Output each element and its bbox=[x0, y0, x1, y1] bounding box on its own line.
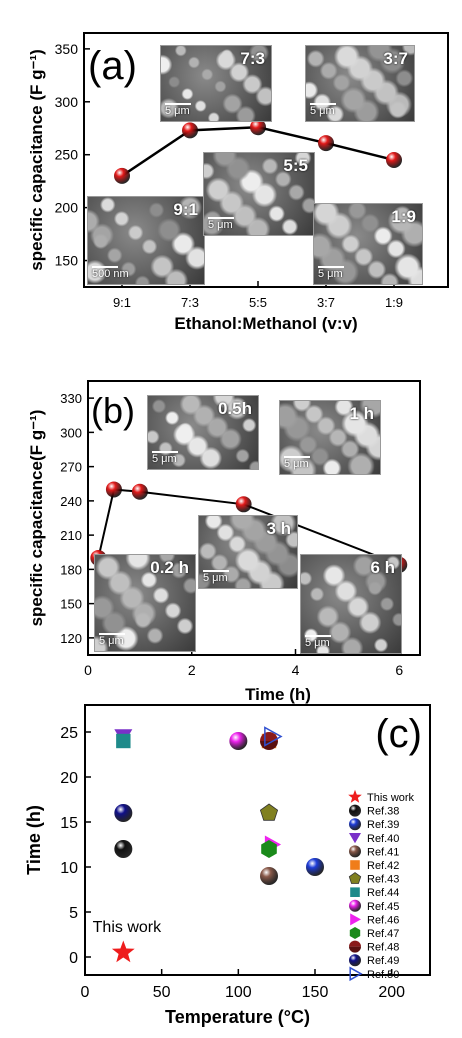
legend-entry-label: Ref.39 bbox=[367, 819, 399, 831]
legend-entry-label: Ref.42 bbox=[367, 860, 399, 872]
panel-b-axes-frame bbox=[87, 380, 421, 656]
panel-a-axes-frame bbox=[83, 32, 449, 288]
marker-square bbox=[350, 887, 360, 897]
panel-b-xtick-label: 2 bbox=[188, 662, 196, 678]
panel-c-letter: (c) bbox=[375, 712, 422, 756]
panel-a-xtick-label: 5:5 bbox=[249, 295, 267, 310]
panel-a-xtick-label: 7:3 bbox=[181, 295, 199, 310]
legend-entry-label: Ref.41 bbox=[367, 846, 399, 858]
panel-a-data-point bbox=[386, 152, 402, 168]
legend-entry-label: Ref.47 bbox=[367, 928, 399, 940]
marker-tri-right-open bbox=[264, 726, 283, 747]
legend-entry-label: Ref.45 bbox=[367, 901, 399, 913]
panel-a-xlabel: Ethanol:Methanol (v:v) bbox=[174, 314, 357, 333]
panel-a-data-point bbox=[182, 122, 198, 139]
panel-b-data-point bbox=[235, 496, 252, 513]
panel-a-ytick-label: 300 bbox=[55, 94, 79, 110]
panel-b-xtick-label: 6 bbox=[395, 662, 403, 678]
legend-entry-label: This work bbox=[367, 792, 415, 804]
panel-b-data-point bbox=[90, 549, 107, 566]
marker-sphere bbox=[349, 804, 361, 817]
half-circle-bottom bbox=[349, 946, 361, 953]
marker-star bbox=[348, 789, 362, 803]
panel-a-xtick-label: 3:7 bbox=[317, 295, 335, 310]
panel-c-xlabel: Temperature (°C) bbox=[165, 1007, 310, 1027]
marker-hexagon bbox=[349, 927, 361, 939]
panel-b-ytick-label: 240 bbox=[60, 494, 82, 509]
panel-c-xtick-label: 150 bbox=[302, 984, 329, 1001]
panel-b-ytick-label: 270 bbox=[60, 460, 82, 475]
marker-sphere bbox=[349, 818, 361, 831]
panel-b-ytick-label: 330 bbox=[60, 391, 82, 406]
marker-square bbox=[350, 860, 360, 870]
marker-pentagon bbox=[259, 803, 279, 821]
panel-b-letter: (b) bbox=[91, 390, 135, 431]
panel-b-xlabel: Time (h) bbox=[245, 685, 311, 704]
marker-sphere bbox=[114, 804, 133, 822]
panel-c-xtick-label: 50 bbox=[153, 984, 171, 1001]
panel-a-ylabel: specific capacitance (F g⁻¹) bbox=[27, 49, 46, 271]
marker-half-circle bbox=[260, 732, 278, 750]
legend-entry-label: Ref.49 bbox=[367, 955, 399, 967]
panel-c-xtick-label: 200 bbox=[378, 984, 405, 1001]
marker-tri-right-open bbox=[349, 966, 363, 982]
half-circle-top bbox=[349, 940, 361, 947]
marker-sphere bbox=[114, 840, 133, 858]
panel-a-ytick-label: 200 bbox=[55, 200, 79, 216]
panel-c-ytick-label: 5 bbox=[69, 905, 78, 922]
panel-a-data-point bbox=[114, 167, 130, 184]
panel-b-data-point bbox=[105, 481, 122, 498]
panel-c-ytick-label: 0 bbox=[69, 950, 78, 967]
marker-star bbox=[111, 940, 135, 963]
panel-a-ytick-label: 250 bbox=[55, 147, 79, 163]
panel-a-xtick-label: 9:1 bbox=[113, 295, 131, 310]
marker-sphere bbox=[306, 858, 324, 876]
legend-entry-label: Ref.50 bbox=[367, 969, 399, 981]
panel-c-ytick-label: 10 bbox=[60, 860, 78, 877]
marker-tri-down bbox=[349, 833, 361, 844]
panel-c-ytick-label: 25 bbox=[60, 725, 78, 742]
legend-entry-label: Ref.38 bbox=[367, 806, 399, 818]
panel-b-ytick-label: 210 bbox=[60, 528, 82, 543]
panel-a-letter: (a) bbox=[88, 44, 137, 88]
marker-sphere bbox=[349, 954, 361, 967]
panel-c-ylabel: Time (h) bbox=[24, 805, 44, 875]
legend-entry-label: Ref.46 bbox=[367, 914, 399, 926]
legend-entry-label: Ref.40 bbox=[367, 833, 399, 845]
panel-b-xtick-label: 4 bbox=[292, 662, 300, 678]
panel-c-ytick-label: 15 bbox=[60, 815, 78, 832]
panel-c-annotation: This work bbox=[93, 919, 162, 936]
panel-a-ytick-label: 350 bbox=[55, 41, 79, 57]
panel-c-xtick-label: 100 bbox=[225, 984, 252, 1001]
marker-square bbox=[116, 733, 131, 749]
marker-tri-right bbox=[350, 913, 361, 926]
panel-b-ylabel: specific capacitance(F g⁻¹) bbox=[27, 410, 46, 627]
legend-entry-label: Ref.43 bbox=[367, 874, 399, 886]
marker-hexagon bbox=[261, 840, 277, 858]
marker-pentagon bbox=[348, 872, 362, 884]
legend-entry-label: Ref.44 bbox=[367, 887, 399, 899]
panel-a-data-point bbox=[318, 135, 334, 152]
panel-b-ytick-label: 180 bbox=[60, 562, 82, 577]
panel-b-ytick-label: 300 bbox=[60, 425, 82, 440]
panel-c-ytick-label: 20 bbox=[60, 770, 78, 787]
panel-b-ytick-label: 120 bbox=[60, 631, 82, 646]
panel-a-data-point bbox=[250, 119, 266, 136]
marker-sphere bbox=[229, 732, 248, 750]
panel-c-axes-frame bbox=[84, 704, 431, 976]
panel-b-data-point bbox=[131, 483, 148, 500]
marker-half-circle bbox=[349, 940, 361, 953]
panel-b-data-point bbox=[391, 556, 408, 573]
panel-b-ytick-label: 150 bbox=[60, 597, 82, 612]
marker-sphere bbox=[260, 867, 278, 885]
marker-sphere bbox=[349, 899, 361, 912]
panel-a-ytick-label: 150 bbox=[55, 253, 79, 269]
panel-b-xtick-label: 0 bbox=[84, 662, 92, 678]
panel-a-xtick-label: 1:9 bbox=[385, 295, 403, 310]
marker-sphere bbox=[349, 845, 361, 858]
panel-c-xtick-label: 0 bbox=[81, 984, 90, 1001]
legend-entry-label: Ref.48 bbox=[367, 942, 399, 954]
